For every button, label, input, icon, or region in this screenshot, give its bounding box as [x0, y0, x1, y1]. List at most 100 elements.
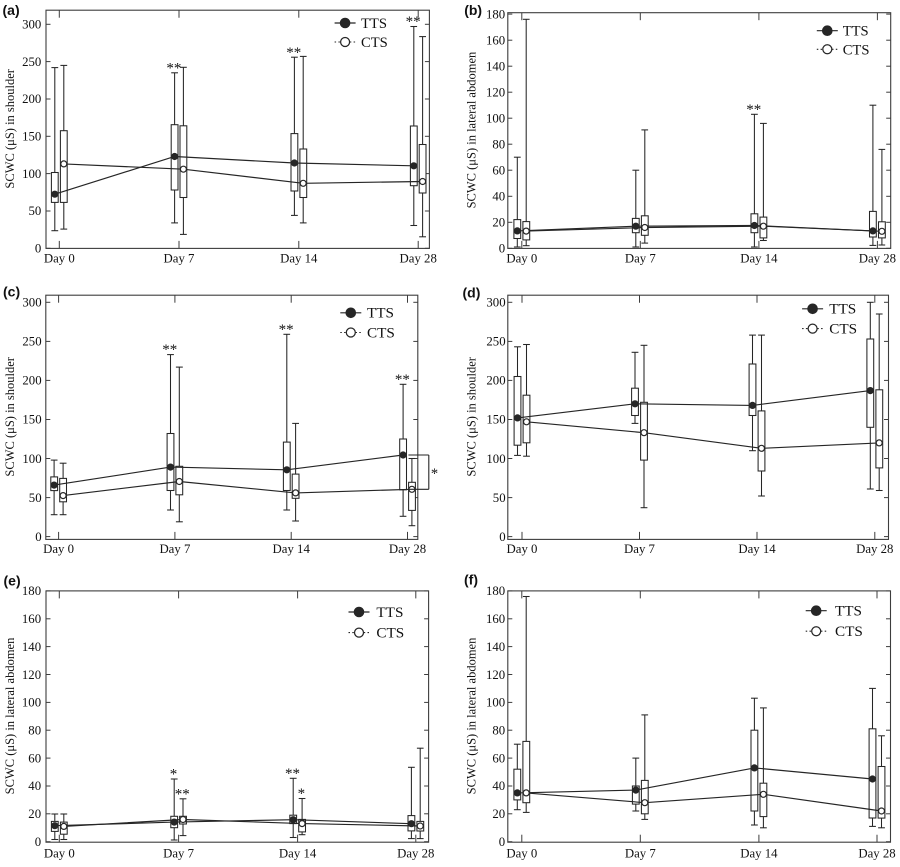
svg-text:200: 200	[22, 92, 41, 106]
svg-text:TTS: TTS	[361, 16, 387, 32]
svg-text:140: 140	[486, 59, 505, 73]
svg-text:SCWC (μS) in shoulder: SCWC (μS) in shoulder	[464, 356, 478, 476]
svg-text:0: 0	[499, 530, 505, 544]
svg-text:40: 40	[492, 779, 505, 793]
svg-text:*: *	[431, 466, 438, 482]
svg-text:**: **	[175, 786, 190, 802]
svg-text:**: **	[279, 322, 294, 338]
svg-text:(c): (c)	[3, 284, 20, 300]
svg-text:300: 300	[486, 296, 505, 310]
svg-text:**: **	[162, 342, 177, 358]
svg-text:Day 28: Day 28	[859, 252, 896, 266]
svg-text:*: *	[298, 786, 306, 802]
svg-text:SCWC (μS) in shoulder: SCWC (μS) in shoulder	[3, 68, 17, 188]
svg-text:180: 180	[22, 584, 41, 598]
svg-text:(a): (a)	[3, 2, 20, 18]
svg-text:50: 50	[29, 204, 42, 218]
svg-text:TTS: TTS	[843, 24, 869, 40]
svg-text:Day 7: Day 7	[625, 847, 657, 861]
svg-text:20: 20	[28, 807, 41, 821]
svg-text:CTS: CTS	[367, 325, 395, 342]
svg-text:CTS: CTS	[843, 42, 870, 58]
svg-text:120: 120	[22, 668, 41, 682]
svg-text:80: 80	[492, 724, 505, 738]
svg-text:CTS: CTS	[835, 623, 863, 640]
svg-text:150: 150	[486, 413, 505, 427]
svg-text:100: 100	[22, 452, 41, 466]
svg-text:Day 14: Day 14	[738, 542, 776, 556]
svg-text:20: 20	[492, 216, 505, 230]
svg-text:(d): (d)	[463, 285, 481, 301]
svg-text:Day 0: Day 0	[506, 847, 537, 861]
svg-text:50: 50	[29, 491, 42, 505]
svg-text:**: **	[286, 45, 301, 61]
svg-text:(f): (f)	[464, 572, 478, 588]
svg-text:Day 28: Day 28	[389, 542, 426, 556]
svg-text:180: 180	[486, 7, 505, 21]
svg-text:100: 100	[22, 167, 41, 181]
svg-text:150: 150	[22, 413, 41, 427]
svg-text:250: 250	[486, 335, 505, 349]
svg-text:180: 180	[486, 584, 505, 598]
svg-text:0: 0	[499, 242, 505, 256]
svg-text:**: **	[746, 102, 761, 118]
svg-text:**: **	[166, 60, 181, 76]
svg-text:**: **	[395, 372, 410, 388]
svg-text:Day 28: Day 28	[400, 252, 437, 266]
svg-text:250: 250	[22, 55, 41, 69]
svg-text:TTS: TTS	[835, 603, 862, 620]
svg-text:Day 14: Day 14	[280, 252, 318, 266]
svg-text:50: 50	[493, 491, 506, 505]
svg-text:CTS: CTS	[361, 35, 388, 51]
svg-text:60: 60	[492, 164, 505, 178]
svg-text:Day 14: Day 14	[279, 847, 317, 861]
svg-text:40: 40	[28, 779, 41, 793]
svg-text:60: 60	[28, 751, 41, 765]
svg-text:200: 200	[486, 374, 505, 388]
svg-text:140: 140	[22, 640, 41, 654]
svg-text:SCWC (μS) in lateral abdomen: SCWC (μS) in lateral abdomen	[464, 637, 478, 794]
svg-text:TTS: TTS	[367, 305, 394, 322]
svg-text:Day 14: Day 14	[273, 542, 311, 556]
svg-text:SCWC (μS) in lateral abdomen: SCWC (μS) in lateral abdomen	[464, 51, 478, 208]
svg-text:Day 14: Day 14	[740, 847, 778, 861]
svg-text:Day 0: Day 0	[507, 542, 538, 556]
svg-text:150: 150	[22, 130, 41, 144]
svg-text:Day 28: Day 28	[856, 542, 893, 556]
svg-text:Day 7: Day 7	[159, 542, 191, 556]
svg-text:TTS: TTS	[376, 604, 403, 621]
svg-text:60: 60	[492, 751, 505, 765]
svg-text:Day 0: Day 0	[506, 252, 537, 266]
svg-text:CTS: CTS	[829, 321, 857, 338]
svg-text:TTS: TTS	[829, 301, 856, 318]
svg-text:**: **	[406, 14, 421, 30]
svg-text:SCWC (μS) in shoulder: SCWC (μS) in shoulder	[3, 356, 17, 476]
svg-text:CTS: CTS	[376, 625, 404, 642]
svg-text:200: 200	[22, 374, 41, 388]
svg-text:120: 120	[486, 85, 505, 99]
svg-text:Day 7: Day 7	[625, 252, 657, 266]
svg-text:**: **	[285, 766, 300, 782]
svg-text:100: 100	[486, 452, 505, 466]
svg-text:*: *	[170, 767, 178, 783]
svg-text:Day 7: Day 7	[624, 542, 656, 556]
svg-text:Day 28: Day 28	[858, 847, 895, 861]
svg-text:140: 140	[486, 640, 505, 654]
svg-text:Day 28: Day 28	[397, 847, 434, 861]
svg-text:250: 250	[22, 335, 41, 349]
svg-text:Day 14: Day 14	[740, 252, 778, 266]
svg-text:120: 120	[486, 668, 505, 682]
svg-text:0: 0	[35, 530, 41, 544]
svg-text:160: 160	[486, 33, 505, 47]
svg-text:SCWC (μS) in lateral abdomen: SCWC (μS) in lateral abdomen	[3, 637, 17, 794]
svg-text:300: 300	[22, 296, 41, 310]
svg-text:(b): (b)	[464, 2, 482, 18]
svg-text:0: 0	[499, 835, 505, 849]
svg-text:100: 100	[486, 112, 505, 126]
svg-text:Day 0: Day 0	[44, 847, 75, 861]
svg-text:0: 0	[35, 242, 41, 256]
svg-text:100: 100	[486, 696, 505, 710]
svg-text:80: 80	[492, 138, 505, 152]
svg-text:160: 160	[22, 612, 41, 626]
svg-text:Day 0: Day 0	[43, 542, 74, 556]
